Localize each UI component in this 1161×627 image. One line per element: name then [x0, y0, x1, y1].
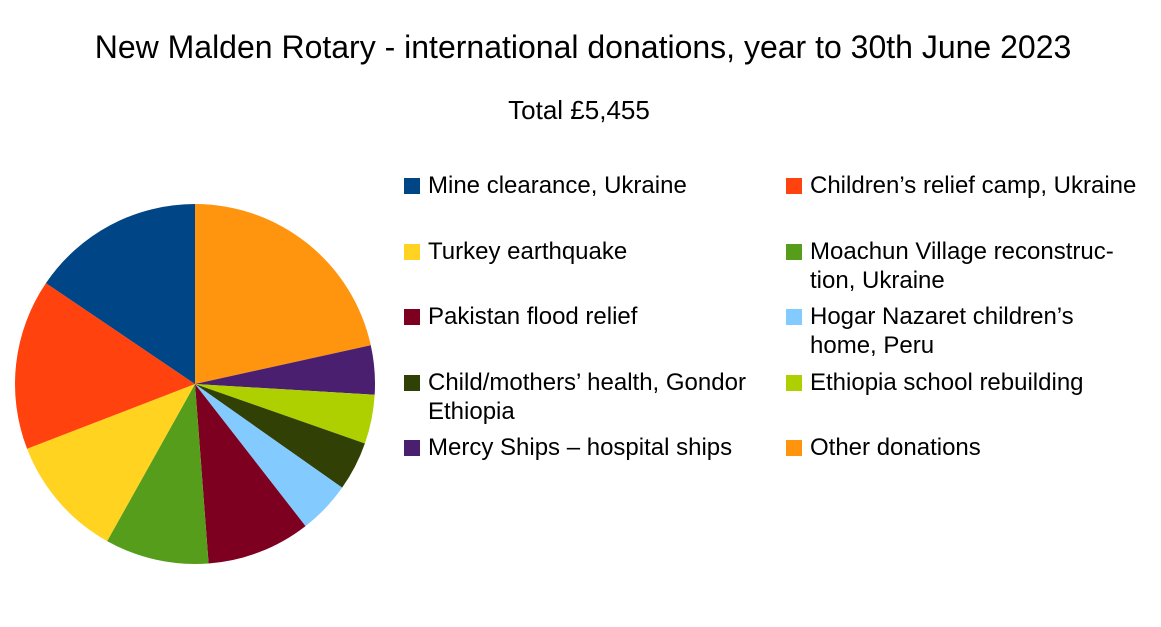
legend-item: Mercy Ships – hospital ships — [404, 433, 786, 499]
pie-slice-8 — [15, 283, 196, 449]
legend-label: Hogar Nazaret children’s home, Peru — [810, 303, 1074, 359]
legend-label: Moachun Village reconstruc-tion, Ukraine — [810, 237, 1114, 294]
pie-slice-9 — [45, 204, 196, 384]
pie-slice-3 — [195, 384, 365, 488]
legend-swatch — [786, 178, 802, 194]
legend-label: Mercy Ships – hospital ships — [428, 434, 733, 461]
legend-label: Mine clearance, Ukraine — [428, 172, 687, 199]
pie-slice-5 — [195, 384, 306, 564]
legend-item: Children’s relief camp, Ukraine — [786, 171, 1146, 237]
legend-swatch — [404, 440, 420, 456]
legend-label: Pakistan flood relief — [428, 303, 638, 330]
legend-item: Moachun Village reconstruc-tion, Ukraine — [786, 237, 1146, 303]
legend-item: Mine clearance, Ukraine — [404, 171, 786, 237]
legend-label: Other donations — [810, 434, 981, 461]
pie-chart — [15, 204, 376, 565]
legend-item: Other donations — [786, 433, 1146, 499]
legend-label: Ethiopia school rebuilding — [810, 368, 1084, 396]
legend-swatch — [786, 243, 802, 260]
legend-swatch — [786, 440, 802, 456]
legend-swatch — [404, 309, 420, 325]
legend-swatch — [404, 374, 420, 391]
chart-subtitle: Total £5,455 — [508, 95, 650, 125]
pie-slice-4 — [195, 384, 343, 527]
legend-swatch — [404, 178, 420, 194]
legend-label: Turkey earthquake — [428, 237, 628, 265]
legend-item: Ethiopia school rebuilding — [786, 368, 1146, 434]
legend-swatch — [404, 243, 420, 260]
pie-slice-0 — [195, 204, 371, 384]
pie-slice-2 — [195, 384, 375, 444]
legend-swatch — [786, 374, 802, 391]
pie-slice-6 — [107, 384, 209, 565]
legend-label: Child/mothers’ health, Gondor Ethiopia — [428, 368, 746, 425]
legend-item: Child/mothers’ health, Gondor Ethiopia — [404, 368, 786, 434]
chart-legend: Mine clearance, Ukraine Children’s relief… — [404, 171, 1154, 499]
legend-item: Hogar Nazaret children’s home, Peru — [786, 302, 1146, 368]
legend-label: Children’s relief camp, Ukraine — [810, 172, 1137, 199]
pie-slice-1 — [195, 345, 376, 395]
legend-item: Turkey earthquake — [404, 237, 786, 303]
pie-slice-7 — [27, 384, 195, 542]
legend-item: Pakistan flood relief — [404, 302, 786, 368]
chart-title: New Malden Rotary - international donati… — [94, 29, 1072, 65]
legend-swatch — [786, 309, 802, 325]
